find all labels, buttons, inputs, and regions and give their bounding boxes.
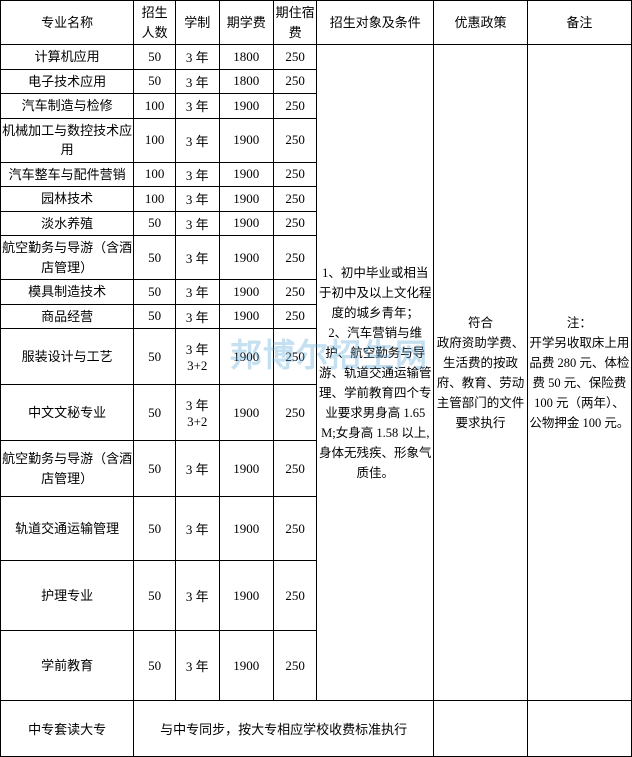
cell-tuition: 1800 <box>219 45 273 70</box>
cell-enroll: 50 <box>134 385 176 441</box>
footer-text: 与中专同步，按大专相应学校收费标准执行 <box>134 701 434 757</box>
cell-conditions: 1、初中毕业或相当于初中及以上文化程度的城乡青年；2、汽车营销与维护、航空勤务与… <box>317 45 434 701</box>
cell-enroll: 100 <box>134 162 176 187</box>
cell-years: 3 年 <box>175 497 219 561</box>
cell-dorm: 250 <box>273 211 317 236</box>
cell-tuition: 1900 <box>219 162 273 187</box>
cell-tuition: 1900 <box>219 187 273 212</box>
cell-dorm: 250 <box>273 236 317 280</box>
cell-tuition: 1900 <box>219 497 273 561</box>
cell-major-name: 轨道交通运输管理 <box>1 497 134 561</box>
cell-dorm: 250 <box>273 280 317 305</box>
header-dorm: 期住宿费 <box>273 1 317 45</box>
cell-major-name: 模具制造技术 <box>1 280 134 305</box>
cell-dorm: 250 <box>273 329 317 385</box>
footer-empty <box>434 701 528 757</box>
cell-years: 3 年 <box>175 631 219 701</box>
cell-enroll: 50 <box>134 441 176 497</box>
cell-years: 3 年 <box>175 45 219 70</box>
cell-major-name: 学前教育 <box>1 631 134 701</box>
cell-dorm: 250 <box>273 385 317 441</box>
cell-enroll: 100 <box>134 118 176 162</box>
cell-dorm: 250 <box>273 45 317 70</box>
cell-enroll: 100 <box>134 187 176 212</box>
cell-enroll: 50 <box>134 304 176 329</box>
cell-dorm: 250 <box>273 69 317 94</box>
cell-tuition: 1900 <box>219 118 273 162</box>
cell-dorm: 250 <box>273 561 317 631</box>
cell-major-name: 服装设计与工艺 <box>1 329 134 385</box>
cell-major-name: 航空勤务与导游（含酒店管理） <box>1 236 134 280</box>
header-enroll: 招生人数 <box>134 1 176 45</box>
header-note: 备注 <box>527 1 631 45</box>
cell-tuition: 1900 <box>219 631 273 701</box>
cell-years: 3 年3+2 <box>175 385 219 441</box>
header-tuition: 期学费 <box>219 1 273 45</box>
cell-years: 3 年 <box>175 187 219 212</box>
header-years: 学制 <box>175 1 219 45</box>
cell-years: 3 年 <box>175 211 219 236</box>
cell-tuition: 1900 <box>219 211 273 236</box>
cell-dorm: 250 <box>273 441 317 497</box>
footer-name: 中专套读大专 <box>1 701 134 757</box>
cell-major-name: 淡水养殖 <box>1 211 134 236</box>
cell-major-name: 护理专业 <box>1 561 134 631</box>
cell-major-name: 商品经营 <box>1 304 134 329</box>
cell-tuition: 1900 <box>219 329 273 385</box>
cell-years: 3 年 <box>175 162 219 187</box>
cell-dorm: 250 <box>273 304 317 329</box>
cell-tuition: 1800 <box>219 69 273 94</box>
cell-enroll: 50 <box>134 561 176 631</box>
cell-years: 3 年 <box>175 94 219 119</box>
footer-empty <box>527 701 631 757</box>
cell-years: 3 年 <box>175 118 219 162</box>
admissions-table: 专业名称招生人数学制期学费期住宿费招生对象及条件优惠政策备注计算机应用503 年… <box>0 0 632 757</box>
cell-major-name: 航空勤务与导游（含酒店管理） <box>1 441 134 497</box>
cell-policy: 符合政府资助学费、生活费的按政府、教育、劳动主管部门的文件要求执行 <box>434 45 528 701</box>
cell-enroll: 50 <box>134 69 176 94</box>
cell-dorm: 250 <box>273 94 317 119</box>
header-name: 专业名称 <box>1 1 134 45</box>
cell-years: 3 年 <box>175 280 219 305</box>
cell-years: 3 年 <box>175 69 219 94</box>
cell-enroll: 50 <box>134 497 176 561</box>
cell-note: 注：开学另收取床上用品费 280 元、体检费 50 元、保险费 100 元（两年… <box>527 45 631 701</box>
cell-major-name: 园林技术 <box>1 187 134 212</box>
header-conditions: 招生对象及条件 <box>317 1 434 45</box>
cell-enroll: 50 <box>134 329 176 385</box>
cell-years: 3 年 <box>175 561 219 631</box>
cell-tuition: 1900 <box>219 280 273 305</box>
cell-tuition: 1900 <box>219 561 273 631</box>
cell-major-name: 电子技术应用 <box>1 69 134 94</box>
table-header-row: 专业名称招生人数学制期学费期住宿费招生对象及条件优惠政策备注 <box>1 1 632 45</box>
cell-enroll: 100 <box>134 94 176 119</box>
cell-tuition: 1900 <box>219 385 273 441</box>
cell-enroll: 50 <box>134 45 176 70</box>
cell-tuition: 1900 <box>219 236 273 280</box>
cell-major-name: 计算机应用 <box>1 45 134 70</box>
cell-years: 3 年 <box>175 304 219 329</box>
cell-major-name: 机械加工与数控技术应用 <box>1 118 134 162</box>
cell-dorm: 250 <box>273 118 317 162</box>
cell-enroll: 50 <box>134 211 176 236</box>
cell-years: 3 年 <box>175 236 219 280</box>
cell-dorm: 250 <box>273 162 317 187</box>
cell-major-name: 中文文秘专业 <box>1 385 134 441</box>
cell-major-name: 汽车制造与检修 <box>1 94 134 119</box>
cell-tuition: 1900 <box>219 304 273 329</box>
cell-years: 3 年3+2 <box>175 329 219 385</box>
cell-dorm: 250 <box>273 497 317 561</box>
table-row: 计算机应用503 年18002501、初中毕业或相当于初中及以上文化程度的城乡青… <box>1 45 632 70</box>
cell-enroll: 50 <box>134 236 176 280</box>
cell-years: 3 年 <box>175 441 219 497</box>
cell-enroll: 50 <box>134 631 176 701</box>
cell-tuition: 1900 <box>219 94 273 119</box>
cell-tuition: 1900 <box>219 441 273 497</box>
cell-dorm: 250 <box>273 631 317 701</box>
header-policy: 优惠政策 <box>434 1 528 45</box>
cell-major-name: 汽车整车与配件营销 <box>1 162 134 187</box>
footer-row: 中专套读大专与中专同步，按大专相应学校收费标准执行 <box>1 701 632 757</box>
cell-enroll: 50 <box>134 280 176 305</box>
cell-dorm: 250 <box>273 187 317 212</box>
